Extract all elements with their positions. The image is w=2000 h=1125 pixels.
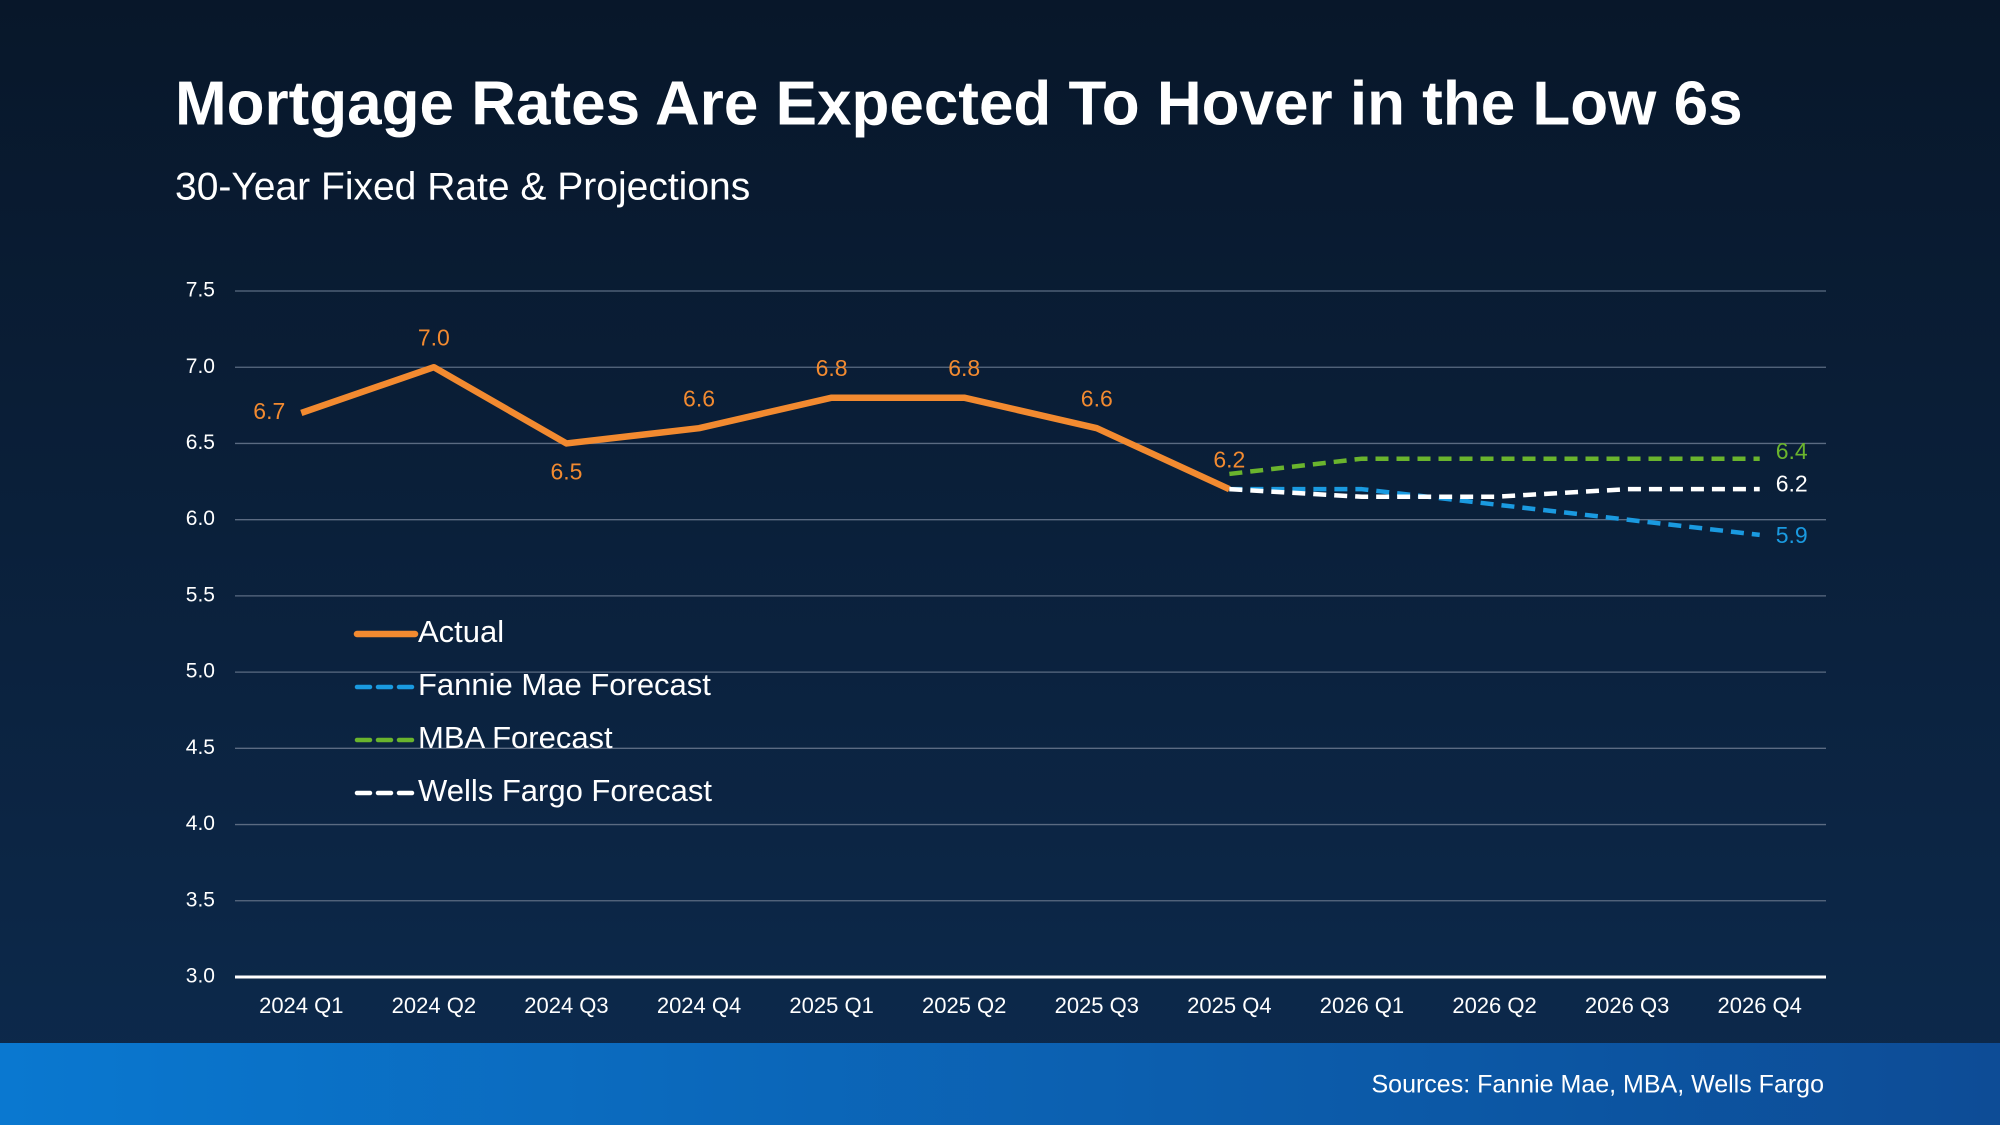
data-label: 6.6 bbox=[1081, 385, 1113, 411]
data-label: 6.8 bbox=[816, 355, 848, 381]
y-tick-label: 6.0 bbox=[186, 507, 215, 530]
series-line bbox=[1229, 486, 1760, 538]
y-tick-label: 7.0 bbox=[186, 355, 215, 378]
source-note: Sources: Fannie Mae, MBA, Wells Fargo bbox=[1372, 1071, 1825, 1099]
data-label: 6.2 bbox=[1213, 446, 1245, 472]
legend-label: Fannie Mae Forecast bbox=[418, 667, 711, 702]
legend-label: Wells Fargo Forecast bbox=[418, 773, 712, 808]
data-label: 6.5 bbox=[550, 459, 582, 485]
legend-label: Actual bbox=[418, 614, 504, 649]
series-line bbox=[1229, 456, 1760, 477]
y-tick-label: 4.5 bbox=[186, 736, 215, 759]
legend-label: MBA Forecast bbox=[418, 720, 613, 755]
y-tick-label: 3.5 bbox=[186, 888, 215, 911]
x-tick-label: 2025 Q2 bbox=[922, 993, 1006, 1018]
x-tick-label: 2026 Q2 bbox=[1452, 993, 1536, 1018]
x-tick-label: 2024 Q1 bbox=[259, 993, 343, 1018]
y-tick-label: 5.0 bbox=[186, 660, 215, 683]
x-tick-label: 2024 Q3 bbox=[524, 993, 608, 1018]
data-label: 6.8 bbox=[948, 355, 980, 381]
chart-title: Mortgage Rates Are Expected To Hover in … bbox=[175, 69, 1743, 138]
data-label: 5.9 bbox=[1776, 522, 1808, 548]
series-line bbox=[1229, 486, 1760, 500]
x-tick-label: 2026 Q1 bbox=[1320, 993, 1404, 1018]
chart-subtitle: 30-Year Fixed Rate & Projections bbox=[175, 165, 750, 208]
x-tick-label: 2025 Q3 bbox=[1055, 993, 1139, 1018]
y-tick-label: 5.5 bbox=[186, 583, 215, 606]
x-tick-label: 2024 Q2 bbox=[392, 993, 476, 1018]
x-tick-label: 2024 Q4 bbox=[657, 993, 741, 1018]
data-label: 6.7 bbox=[253, 398, 285, 424]
y-tick-label: 3.0 bbox=[186, 965, 215, 988]
x-tick-label: 2025 Q1 bbox=[789, 993, 873, 1018]
x-tick-label: 2026 Q4 bbox=[1718, 993, 1802, 1018]
y-tick-label: 7.5 bbox=[186, 279, 215, 302]
footer-band bbox=[0, 1043, 2000, 1125]
y-tick-label: 4.0 bbox=[186, 812, 215, 835]
x-tick-label: 2026 Q3 bbox=[1585, 993, 1669, 1018]
x-tick-label: 2025 Q4 bbox=[1187, 993, 1271, 1018]
data-label: 7.0 bbox=[418, 324, 450, 350]
data-label: 6.6 bbox=[683, 385, 715, 411]
y-tick-label: 6.5 bbox=[186, 431, 215, 454]
data-label: 6.2 bbox=[1776, 470, 1808, 496]
data-label: 6.4 bbox=[1776, 438, 1808, 464]
series-line bbox=[300, 363, 1231, 493]
